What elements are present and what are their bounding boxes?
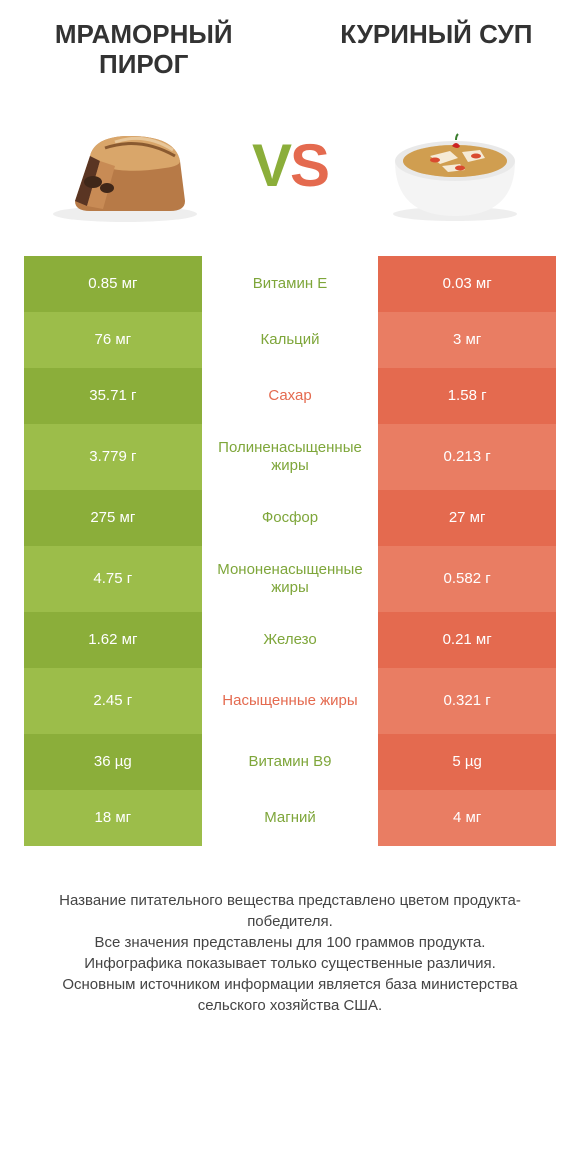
- table-row: 4.75 гМононенасыщенные жиры0.582 г: [24, 546, 556, 612]
- value-right: 0.321 г: [378, 668, 556, 734]
- value-left: 36 µg: [24, 734, 202, 790]
- footer-line-3: Инфографика показывает только существенн…: [28, 953, 552, 974]
- footer-line-2: Все значения представлены для 100 граммо…: [28, 932, 552, 953]
- table-row: 275 мгФосфор27 мг: [24, 490, 556, 546]
- food-image-right: [354, 106, 556, 226]
- value-right: 0.03 мг: [378, 256, 556, 312]
- food-image-left: [24, 106, 226, 226]
- value-left: 1.62 мг: [24, 612, 202, 668]
- vs-row: VS: [24, 106, 556, 226]
- value-right: 1.58 г: [378, 368, 556, 424]
- titles-row: МРАМОРНЫЙ ПИРОГ КУРИНЫЙ СУП: [24, 20, 556, 80]
- value-right: 0.582 г: [378, 546, 556, 612]
- value-right: 4 мг: [378, 790, 556, 846]
- value-left: 76 мг: [24, 312, 202, 368]
- table-row: 0.85 мгВитамин E0.03 мг: [24, 256, 556, 312]
- vs-s: S: [290, 132, 328, 199]
- table-row: 3.779 гПолиненасыщенные жиры0.213 г: [24, 424, 556, 490]
- value-left: 4.75 г: [24, 546, 202, 612]
- value-left: 3.779 г: [24, 424, 202, 490]
- table-row: 1.62 мгЖелезо0.21 мг: [24, 612, 556, 668]
- soup-icon: [380, 106, 530, 226]
- vs-label: VS: [252, 136, 328, 196]
- value-left: 275 мг: [24, 490, 202, 546]
- nutrient-label: Сахар: [202, 368, 379, 424]
- table-row: 18 мгМагний4 мг: [24, 790, 556, 846]
- nutrient-label: Витамин E: [202, 256, 379, 312]
- value-right: 3 мг: [378, 312, 556, 368]
- value-right: 0.21 мг: [378, 612, 556, 668]
- nutrient-label: Фосфор: [202, 490, 379, 546]
- cake-icon: [45, 106, 205, 226]
- footer-line-4: Основным источником информации является …: [28, 974, 552, 1016]
- vs-v: V: [252, 132, 290, 199]
- nutrient-label: Кальций: [202, 312, 379, 368]
- table-row: 36 µgВитамин B95 µg: [24, 734, 556, 790]
- value-right: 5 µg: [378, 734, 556, 790]
- nutrient-label: Витамин B9: [202, 734, 379, 790]
- table-row: 2.45 гНасыщенные жиры0.321 г: [24, 668, 556, 734]
- value-left: 35.71 г: [24, 368, 202, 424]
- comparison-table: 0.85 мгВитамин E0.03 мг76 мгКальций3 мг3…: [24, 256, 556, 846]
- title-left: МРАМОРНЫЙ ПИРОГ: [24, 20, 263, 80]
- infographic-container: МРАМОРНЫЙ ПИРОГ КУРИНЫЙ СУП VS: [0, 0, 580, 1046]
- title-right: КУРИНЫЙ СУП: [317, 20, 556, 50]
- nutrient-label: Железо: [202, 612, 379, 668]
- value-right: 0.213 г: [378, 424, 556, 490]
- value-left: 18 мг: [24, 790, 202, 846]
- footer-notes: Название питательного вещества представл…: [24, 890, 556, 1016]
- table-row: 76 мгКальций3 мг: [24, 312, 556, 368]
- nutrient-label: Насыщенные жиры: [202, 668, 379, 734]
- value-left: 0.85 мг: [24, 256, 202, 312]
- nutrient-label: Мононенасыщенные жиры: [202, 546, 379, 612]
- nutrient-label: Магний: [202, 790, 379, 846]
- value-right: 27 мг: [378, 490, 556, 546]
- footer-line-1: Название питательного вещества представл…: [28, 890, 552, 932]
- table-row: 35.71 гСахар1.58 г: [24, 368, 556, 424]
- value-left: 2.45 г: [24, 668, 202, 734]
- nutrient-label: Полиненасыщенные жиры: [202, 424, 379, 490]
